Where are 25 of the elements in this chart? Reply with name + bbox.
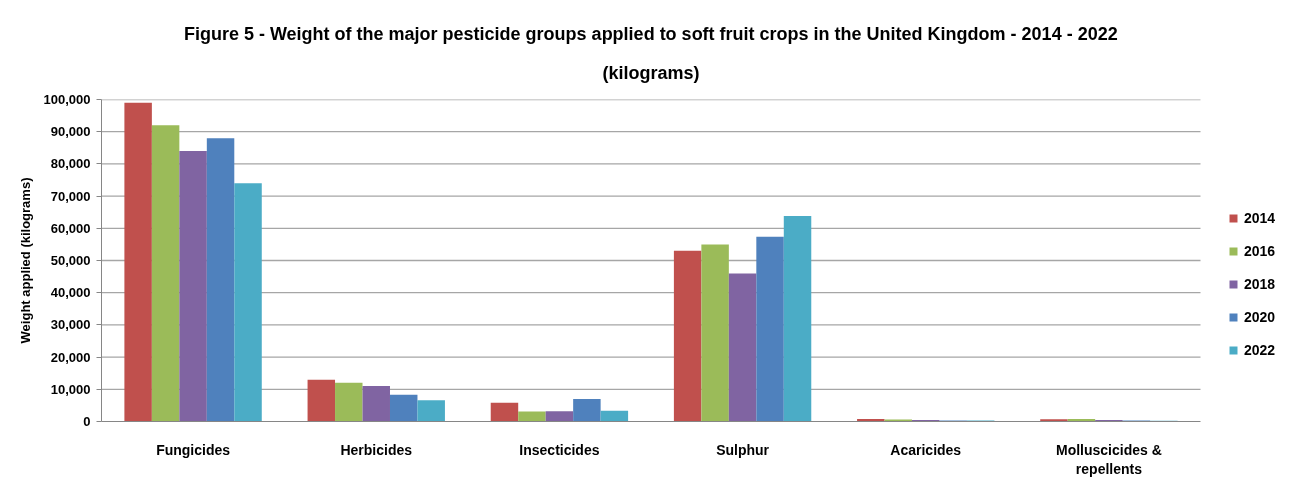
chart-subtitle: (kilograms) <box>602 62 700 83</box>
y-tick-label: 40,000 <box>50 285 91 301</box>
x-tick-label: Herbicides <box>340 441 413 458</box>
legend-label: 2014 <box>1244 209 1276 228</box>
y-axis-title: Weight applied (kilograms) <box>17 177 33 344</box>
x-tick-label: Insecticides <box>519 441 600 458</box>
legend-label: 2020 <box>1244 308 1276 327</box>
x-tick-label: Sulphur <box>716 441 770 458</box>
y-tick-label: 0 <box>83 414 91 429</box>
y-tick-label: 100,000 <box>43 92 91 107</box>
y-tick-label: 30,000 <box>50 317 91 333</box>
y-tick-label: 20,000 <box>50 349 91 365</box>
x-tick-label: Acaricides <box>890 441 962 458</box>
y-tick-label: 60,000 <box>50 220 91 236</box>
x-tick-label: Molluscicides & repellents <box>1056 441 1162 477</box>
x-tick-label: Fungicides <box>156 441 231 458</box>
legend-label: 2022 <box>1244 341 1276 360</box>
legend-label: 2018 <box>1244 275 1276 294</box>
y-tick-label: 70,000 <box>50 188 91 204</box>
y-tick-label: 50,000 <box>50 253 91 268</box>
chart-title: Figure 5 - Weight of the major pesticide groups applied to soft fruit crops in the United Kingdom - 2014 - 2022 <box>183 23 1118 44</box>
legend-label: 2016 <box>1244 242 1276 261</box>
y-tick-label: 90,000 <box>50 124 91 140</box>
y-tick-label: 80,000 <box>50 156 91 172</box>
y-tick-label: 10,000 <box>50 381 91 397</box>
